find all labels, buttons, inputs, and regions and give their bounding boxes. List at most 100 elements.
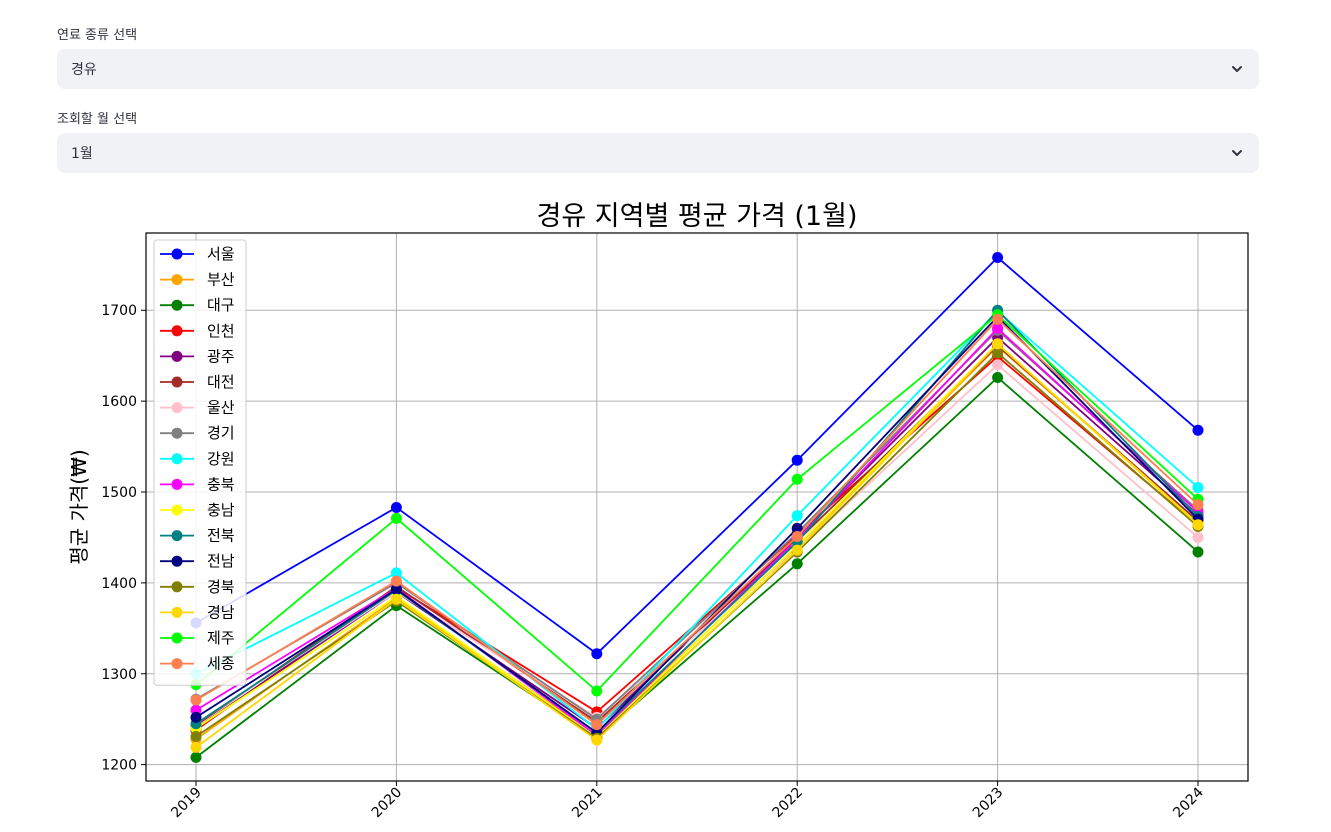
data-point [390, 567, 402, 579]
legend-label: 전남 [207, 552, 235, 570]
month-select-label: 조회할 월 선택 [57, 112, 138, 127]
y-tick-label: 1700 [101, 303, 137, 319]
fuel-type-select[interactable]: 경유 [57, 49, 1259, 89]
data-point [791, 544, 803, 556]
data-point [591, 685, 603, 697]
y-tick-label: 1200 [101, 758, 137, 774]
legend-label: 충남 [207, 501, 235, 519]
data-point [992, 359, 1004, 371]
y-axis-label: 평균 가격(₩) [67, 449, 91, 564]
x-tick-label: 2019 [168, 785, 205, 822]
legend-marker [171, 248, 183, 260]
legend-label: 광주 [207, 347, 235, 365]
data-point [791, 510, 803, 522]
x-tick-label: 2022 [770, 785, 807, 822]
legend-label: 경북 [207, 578, 235, 596]
data-point [390, 501, 402, 513]
data-point [791, 531, 803, 543]
chevron-down-icon [1229, 61, 1245, 77]
legend-marker [171, 555, 183, 567]
month-select-value: 1월 [71, 146, 93, 162]
data-point [591, 648, 603, 660]
legend-label: 인천 [207, 322, 235, 340]
chart-title: 경유 지역별 평균 가격 (1월) [537, 201, 858, 232]
x-tick-label: 2020 [369, 785, 406, 822]
data-point [390, 593, 402, 605]
data-point [992, 338, 1004, 350]
series-line-강원 [195, 309, 1199, 731]
data-point [992, 313, 1004, 325]
legend-marker [171, 632, 183, 644]
plot-area [146, 233, 1248, 781]
legend-label: 충북 [207, 475, 235, 493]
legend-label: 대전 [207, 373, 235, 391]
legend-label: 서울 [207, 245, 235, 263]
legend-marker [171, 453, 183, 465]
data-point [390, 575, 402, 587]
data-point [791, 454, 803, 466]
data-point [190, 730, 202, 742]
month-select[interactable]: 1월 [57, 133, 1259, 173]
fuel-type-select-value: 경유 [71, 62, 97, 78]
y-tick-label: 1300 [101, 667, 137, 683]
data-point [190, 741, 202, 753]
legend-marker [171, 299, 183, 311]
legend-marker [171, 581, 183, 593]
data-point [791, 473, 803, 485]
data-point [1192, 499, 1204, 511]
data-point [190, 694, 202, 706]
data-point [791, 522, 803, 534]
legend-marker [171, 274, 183, 286]
y-tick-label: 1400 [101, 576, 137, 592]
legend-label: 전북 [207, 527, 235, 545]
legend-label: 경남 [207, 603, 235, 621]
legend-label: 대구 [207, 296, 235, 314]
series-line-울산 [195, 363, 1199, 725]
series-line-세종 [195, 318, 1199, 726]
legend-marker [171, 376, 183, 388]
x-tick-label: 2021 [569, 785, 606, 822]
data-point [1192, 519, 1204, 531]
series-line-서울 [195, 256, 1199, 655]
data-point [992, 322, 1004, 334]
data-point [992, 371, 1004, 383]
legend-marker [171, 658, 183, 670]
data-point [1192, 546, 1204, 558]
data-point [1192, 424, 1204, 436]
data-point [190, 751, 202, 763]
legend-label: 부산 [207, 271, 235, 289]
legend-marker [171, 606, 183, 618]
legend-marker [171, 530, 183, 542]
chevron-down-icon [1229, 145, 1245, 161]
legend-marker [171, 325, 183, 337]
legend-label: 세종 [207, 655, 235, 673]
legend-marker [171, 427, 183, 439]
data-point [1192, 531, 1204, 543]
legend-label: 울산 [207, 399, 235, 417]
data-point [591, 719, 603, 731]
data-point [992, 252, 1004, 264]
y-tick-label: 1600 [101, 394, 137, 410]
series-line-대구 [195, 376, 1199, 759]
legend-marker [171, 402, 183, 414]
data-point [1192, 481, 1204, 493]
plot-frame [145, 232, 1249, 782]
data-point [190, 711, 202, 723]
data-point [791, 558, 803, 570]
legend-marker [171, 478, 183, 490]
data-point [591, 734, 603, 746]
data-point [390, 512, 402, 524]
data-point [992, 347, 1004, 359]
legend-label: 경기 [207, 424, 235, 442]
data-point [390, 583, 402, 595]
legend-marker [171, 504, 183, 516]
x-tick-label: 2023 [970, 785, 1007, 822]
legend-label: 제주 [207, 629, 235, 647]
legend-marker [171, 350, 183, 362]
legend-label: 강원 [207, 450, 235, 468]
x-tick-label: 2024 [1170, 784, 1207, 821]
fuel-select-label: 연료 종류 선택 [57, 28, 138, 43]
price-line-chart: 1200 1300 1400 1500 1600 1700 2019 2020 2021 2022… [67, 201, 1249, 822]
series-line-제주 [195, 313, 1199, 693]
